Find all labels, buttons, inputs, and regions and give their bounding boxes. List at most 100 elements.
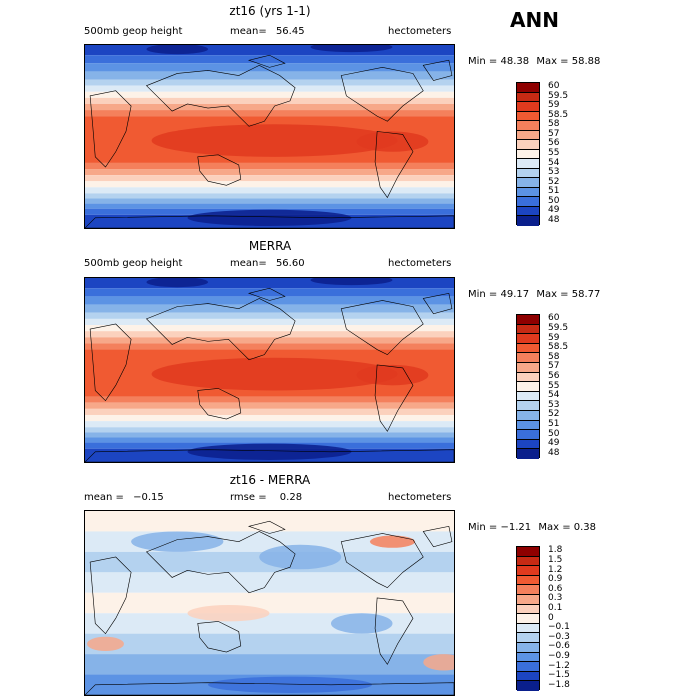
panel-1-min-label: Min =	[468, 56, 498, 67]
panel-2-max-value: 58.77	[571, 289, 601, 300]
panel-3-rmse-value: 0.28	[279, 492, 303, 503]
colorbar-swatch	[517, 159, 539, 169]
panel-2-units: hectometers	[388, 258, 452, 269]
colorbar-swatch	[517, 430, 539, 440]
colorbar-swatch	[517, 594, 539, 605]
colorbar-swatch	[517, 140, 539, 150]
panel-3-units: hectometers	[388, 492, 452, 503]
panel-1-minmax: Min = 48.38 Max = 58.88	[468, 56, 600, 67]
panel-3-map-canvas	[85, 511, 454, 695]
colorbar-label: 55	[548, 148, 560, 158]
colorbar-label: 60	[548, 81, 560, 92]
panel-2-min-label: Min =	[468, 289, 498, 300]
colorbar-label: 54	[548, 390, 560, 401]
panel-2-variable-label: 500mb geop height	[84, 258, 183, 269]
colorbar-label: 52	[548, 409, 560, 420]
season-label: ANN	[510, 8, 559, 32]
colorbar-label: 0.3	[548, 593, 563, 604]
colorbar-label: −0.1	[548, 622, 570, 633]
colorbar-swatch	[517, 420, 539, 431]
colorbar-label: 59	[548, 100, 560, 111]
panel-3-mean-label: mean =	[84, 492, 124, 503]
colorbar-label: 58	[548, 351, 560, 362]
colorbar-swatch	[517, 315, 539, 325]
panel-1-map-canvas	[85, 45, 454, 228]
colorbar-label: 49	[548, 205, 560, 216]
colorbar-label: 53	[548, 167, 560, 178]
panel-1-colorbar	[516, 82, 540, 226]
colorbar-label: −1.8	[548, 679, 570, 690]
panel-1-max-label: Max =	[536, 56, 569, 67]
colorbar-swatch	[517, 614, 539, 624]
colorbar-label: 57	[548, 128, 560, 139]
panel-2-title: MERRA	[248, 239, 292, 253]
colorbar-label: −1.2	[548, 660, 570, 671]
colorbar-label: 55	[548, 380, 560, 391]
colorbar-swatch	[517, 623, 539, 634]
panel-2-mean-label: mean=	[230, 258, 267, 269]
panel-3-minmax: Min = −1.21 Max = 0.38	[468, 522, 596, 533]
panel-2-colorbar	[516, 314, 540, 459]
colorbar-label: 0	[548, 612, 554, 623]
colorbar-swatch	[517, 353, 539, 363]
panel-3-min-label: Min =	[468, 522, 498, 533]
panel-2-minmax: Min = 49.17 Max = 58.77	[468, 289, 600, 300]
colorbar-label: 48	[548, 214, 560, 225]
colorbar-swatch	[517, 130, 539, 141]
colorbar-swatch	[517, 633, 539, 643]
colorbar-swatch	[517, 585, 539, 595]
colorbar-label: 57	[548, 361, 560, 372]
colorbar-label: 49	[548, 438, 560, 449]
panel-1-mean: mean= 56.45	[230, 26, 305, 37]
panel-3-rmse-label: rmse =	[230, 492, 267, 503]
colorbar-swatch	[517, 671, 539, 682]
colorbar-swatch	[517, 149, 539, 160]
colorbar-swatch	[517, 92, 539, 103]
colorbar-swatch	[517, 111, 539, 122]
colorbar-swatch	[517, 362, 539, 373]
colorbar-swatch	[517, 401, 539, 411]
panel-1-units: hectometers	[388, 26, 452, 37]
panel-2-max-label: Max =	[536, 289, 569, 300]
panel-2-min-value: 49.17	[500, 289, 530, 300]
colorbar-label: 60	[548, 313, 560, 324]
panel-1-mean-value: 56.45	[275, 26, 305, 37]
panel-2-map	[84, 277, 455, 463]
panel-2-mean: mean= 56.60	[230, 258, 305, 269]
panel-3-mean-value: −0.15	[133, 492, 164, 503]
colorbar-label: 1.5	[548, 554, 563, 565]
colorbar-label: 54	[548, 157, 560, 168]
colorbar-swatch	[517, 168, 539, 179]
colorbar-label: 58.5	[548, 109, 569, 120]
colorbar-label: −1.5	[548, 670, 570, 681]
panel-1-mean-label: mean=	[230, 26, 267, 37]
panel-3-mean: mean = −0.15	[84, 492, 164, 503]
colorbar-swatch	[517, 652, 539, 663]
panel-1-title: zt16 (yrs 1-1)	[229, 4, 311, 18]
colorbar-swatch	[517, 187, 539, 198]
colorbar-swatch	[517, 372, 539, 383]
colorbar-swatch	[517, 681, 539, 691]
panel-1-variable-label: 500mb geop height	[84, 26, 183, 37]
colorbar-swatch	[517, 216, 539, 226]
colorbar-swatch	[517, 575, 539, 586]
colorbar-label: −0.6	[548, 641, 570, 652]
panel-3-rmse: rmse = 0.28	[230, 492, 302, 503]
colorbar-swatch	[517, 178, 539, 188]
colorbar-swatch	[517, 206, 539, 217]
colorbar-label: 51	[548, 418, 560, 429]
colorbar-label: 50	[548, 195, 560, 206]
colorbar-swatch	[517, 197, 539, 207]
colorbar-swatch	[517, 382, 539, 392]
colorbar-label: 53	[548, 399, 560, 410]
colorbar-swatch	[517, 391, 539, 402]
panel-3-title: zt16 - MERRA	[229, 473, 311, 487]
colorbar-label: 59.5	[548, 90, 569, 101]
panel-1-map	[84, 44, 455, 229]
colorbar-label: −0.3	[548, 631, 570, 642]
colorbar-label: 1.8	[548, 545, 563, 556]
colorbar-label: −0.9	[548, 650, 570, 661]
colorbar-swatch	[517, 604, 539, 615]
colorbar-swatch	[517, 547, 539, 557]
colorbar-swatch	[517, 121, 539, 131]
